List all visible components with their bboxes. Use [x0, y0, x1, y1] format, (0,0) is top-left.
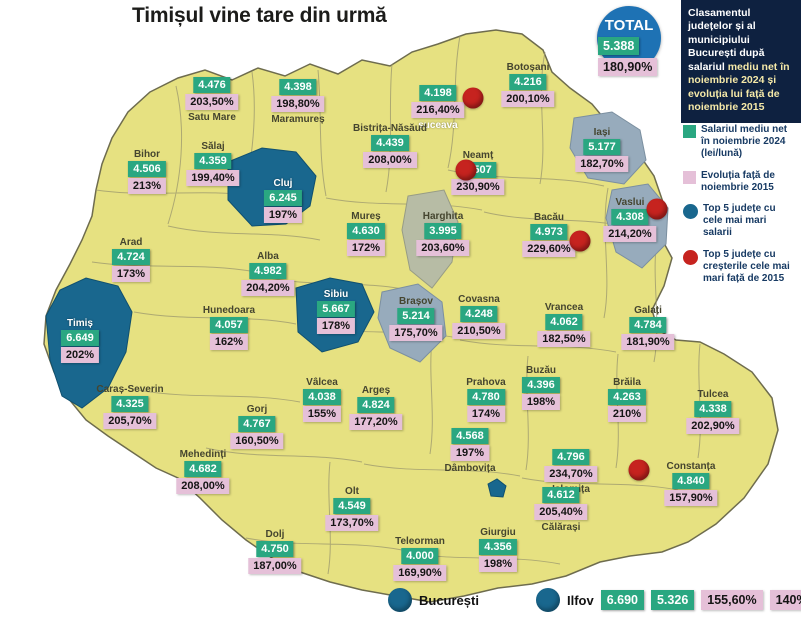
legend-label: Top 5 județe cu creșterile cele mai mari… [703, 248, 790, 284]
green-square-icon [683, 125, 696, 138]
pink-square-icon [683, 170, 696, 184]
total-badge: TOTAL 5.388 180,90% [597, 6, 667, 84]
legend-label: Top 5 județe cu cele mai mari salarii [703, 202, 776, 239]
legend-label: Salariul mediu net în noiembrie 2024 (le… [701, 124, 788, 160]
legend: Salariul mediu net în noiembrie 2024 (le… [683, 124, 797, 294]
legend-label: Evoluția față de noiembrie 2015 [701, 169, 775, 193]
page-title: Timișul vine tare din urmă [132, 4, 387, 27]
bucharest-circle-icon [388, 588, 412, 612]
info-panel: Clasamentul județelor și al municipiului… [681, 0, 801, 123]
legend-item-salary: Salariul mediu net în noiembrie 2024 (le… [683, 124, 797, 161]
cluj-region [227, 147, 317, 227]
harghita-region [401, 189, 459, 289]
legend-item-top-salaries: Top 5 județe cu cele mai mari salarii [683, 203, 797, 240]
county-borders [91, 35, 701, 575]
bottom-legend: București 6.690 155,60% Ilfov 5.326 140% [388, 588, 801, 612]
bucharest-growth: 155,60% [701, 590, 763, 610]
bucharest-salary: 6.690 [600, 590, 644, 610]
blue-circle-icon [683, 203, 698, 219]
ilfov-circle-icon [535, 588, 560, 612]
total-label: TOTAL [604, 17, 654, 34]
red-circle-icon [683, 249, 698, 265]
panel-heading-accent: mediu net în noiembrie 2024 și evoluția … [688, 60, 790, 114]
bucharest-ilfov-region [487, 478, 507, 498]
bucharest-label: București [419, 592, 479, 608]
total-growth: 180,90% [598, 58, 658, 76]
ilfov-label: Ilfov [566, 592, 594, 608]
ilfov-salary: 5.326 [650, 590, 695, 610]
legend-item-top-growth: Top 5 județe cu creșterile cele mai mari… [683, 249, 797, 286]
total-salary: 5.388 [598, 37, 640, 55]
legend-item-growth: Evoluția față de noiembrie 2015 [683, 170, 797, 194]
ilfov-growth: 140% [769, 590, 801, 610]
panel-heading-main: Clasamentul județelor și al municipiului… [688, 7, 765, 73]
